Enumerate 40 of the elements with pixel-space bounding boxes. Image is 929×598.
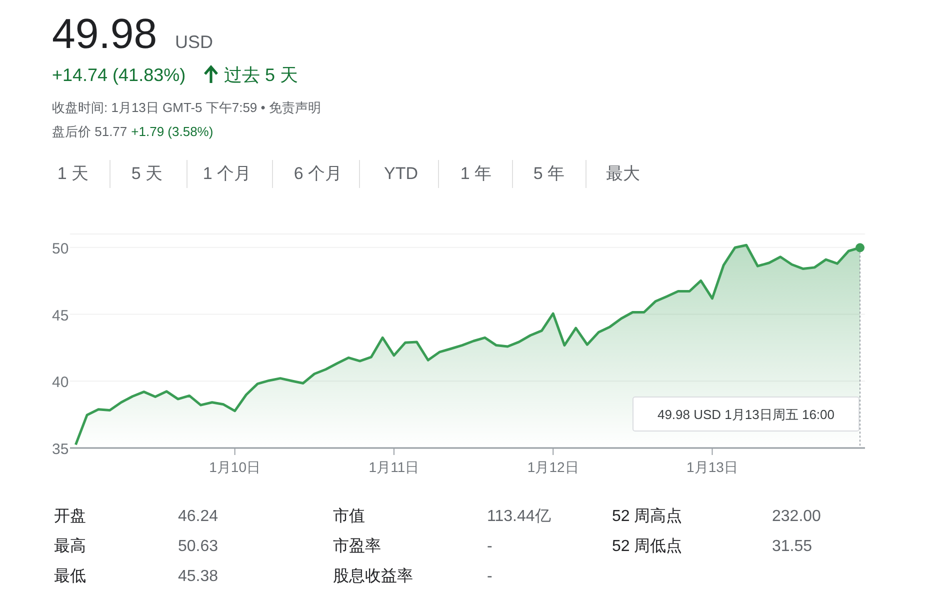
- text: 6 个月: [294, 164, 342, 183]
- x-tick-label: 1月10日: [209, 459, 261, 475]
- chart-subtitle: USD: [175, 32, 214, 52]
- text: 5 天: [131, 164, 163, 183]
- text: 最高: [54, 537, 86, 555]
- text: 最低: [54, 568, 86, 585]
- text: 最大: [606, 164, 640, 183]
- text: 45.38: [178, 568, 218, 585]
- text: +14.74 (41.83%): [52, 65, 186, 85]
- y-tick-label: 40: [52, 374, 69, 392]
- text: 50.63: [178, 538, 218, 555]
- y-tick-label: 35: [52, 441, 69, 458]
- text: 市盈率: [333, 537, 381, 555]
- text: 232.00: [772, 508, 822, 525]
- text: 1 天: [57, 164, 89, 183]
- text: 盘后价 51.77: [52, 124, 128, 139]
- text: 1 年: [460, 164, 492, 183]
- text: 5 年: [533, 164, 565, 183]
- x-tick-label: 1月13日: [686, 459, 738, 475]
- text: 1 个月: [202, 164, 252, 183]
- text: -: [487, 538, 492, 555]
- chart-title: 49.98: [52, 10, 158, 57]
- text: 52 周低点: [612, 537, 682, 555]
- text: 收盘时间: 1月13日 GMT-5 下午7:59 • 免责声明: [52, 100, 321, 115]
- text: 113.44亿: [487, 508, 551, 525]
- text: -: [487, 568, 492, 585]
- y-tick-label: 45: [52, 307, 69, 324]
- text: 市值: [333, 507, 365, 525]
- annotation: 49.98 USD 1月13日周五 16:00: [657, 407, 835, 422]
- text: 31.55: [772, 538, 812, 555]
- x-tick-label: 1月11日: [368, 459, 420, 475]
- text: +1.79 (3.58%): [131, 124, 214, 139]
- text: 过去 5 天: [224, 65, 298, 85]
- text: YTD: [384, 164, 418, 183]
- text: 股息收益率: [333, 567, 413, 585]
- y-tick-label: 50: [52, 240, 69, 258]
- text: 52 周高点: [612, 507, 682, 525]
- x-tick-label: 1月12日: [527, 459, 579, 475]
- text: 开盘: [54, 508, 86, 525]
- text: 46.24: [178, 508, 218, 525]
